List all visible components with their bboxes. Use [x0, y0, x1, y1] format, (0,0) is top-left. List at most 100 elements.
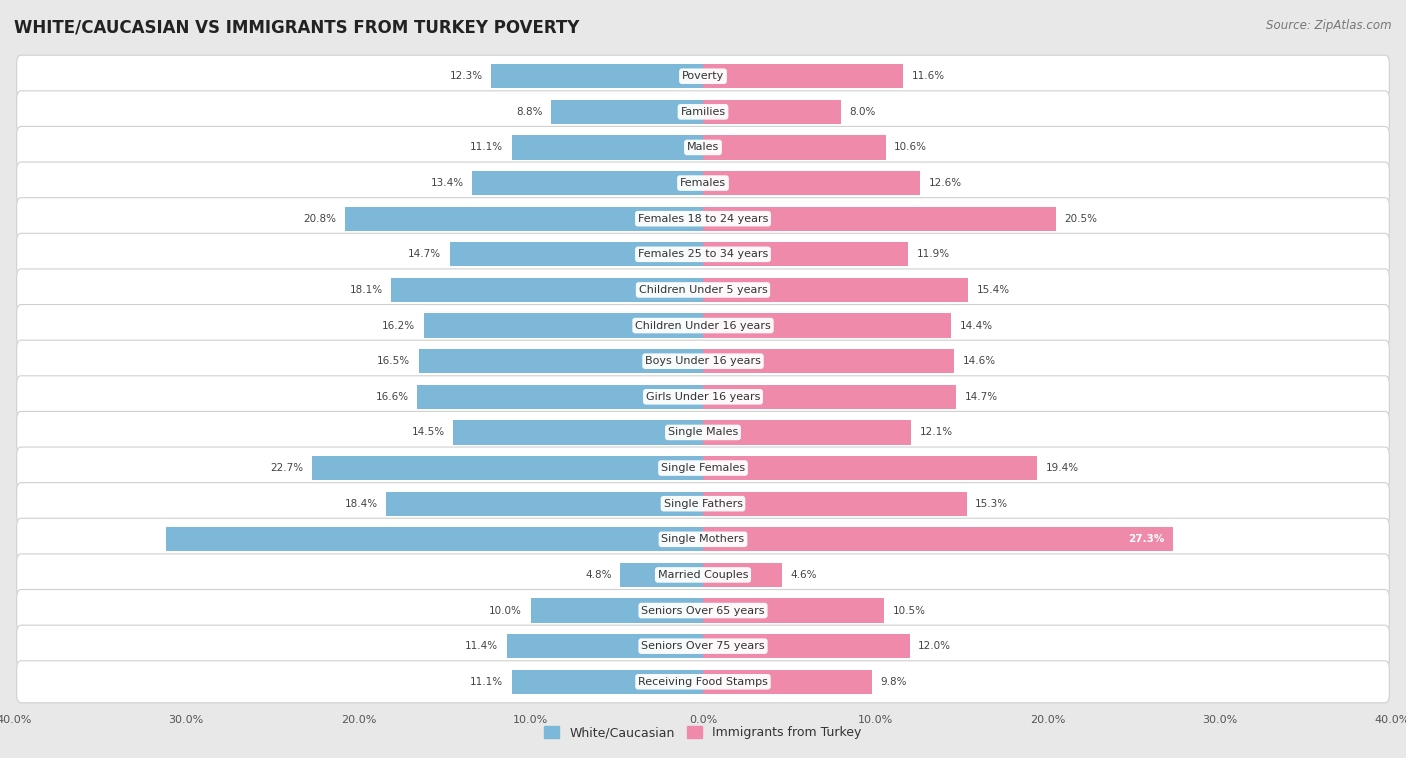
Bar [531, 598, 703, 622]
FancyBboxPatch shape [17, 483, 1389, 525]
Bar [453, 421, 703, 444]
Text: 10.5%: 10.5% [893, 606, 925, 615]
FancyBboxPatch shape [17, 447, 1389, 489]
FancyBboxPatch shape [17, 198, 1389, 240]
Bar [703, 100, 841, 124]
FancyBboxPatch shape [17, 625, 1389, 667]
Bar [703, 314, 950, 337]
FancyBboxPatch shape [17, 554, 1389, 596]
Text: Seniors Over 65 years: Seniors Over 65 years [641, 606, 765, 615]
Text: 14.6%: 14.6% [963, 356, 997, 366]
Text: Females 18 to 24 years: Females 18 to 24 years [638, 214, 768, 224]
Text: Married Couples: Married Couples [658, 570, 748, 580]
Bar [703, 669, 872, 694]
FancyBboxPatch shape [17, 162, 1389, 204]
Bar [703, 492, 966, 515]
Bar [703, 421, 911, 444]
Text: Girls Under 16 years: Girls Under 16 years [645, 392, 761, 402]
FancyBboxPatch shape [17, 233, 1389, 275]
Bar [419, 349, 703, 373]
FancyBboxPatch shape [17, 590, 1389, 631]
Text: 19.4%: 19.4% [1046, 463, 1078, 473]
Text: Children Under 16 years: Children Under 16 years [636, 321, 770, 330]
Bar [703, 278, 969, 302]
Text: 22.7%: 22.7% [270, 463, 304, 473]
Bar [512, 669, 703, 694]
Text: 11.1%: 11.1% [470, 677, 503, 687]
Text: 20.5%: 20.5% [1064, 214, 1098, 224]
Text: Source: ZipAtlas.com: Source: ZipAtlas.com [1267, 19, 1392, 32]
Bar [703, 171, 920, 196]
Text: 11.6%: 11.6% [911, 71, 945, 81]
Bar [418, 385, 703, 409]
Text: 15.4%: 15.4% [977, 285, 1010, 295]
FancyBboxPatch shape [17, 518, 1389, 560]
Text: Single Females: Single Females [661, 463, 745, 473]
Bar [312, 456, 703, 480]
Text: 4.6%: 4.6% [790, 570, 817, 580]
Text: 10.0%: 10.0% [489, 606, 522, 615]
Text: Single Males: Single Males [668, 428, 738, 437]
Text: 11.1%: 11.1% [470, 143, 503, 152]
Text: 11.4%: 11.4% [465, 641, 498, 651]
Bar [703, 207, 1056, 231]
FancyBboxPatch shape [17, 340, 1389, 382]
Text: WHITE/CAUCASIAN VS IMMIGRANTS FROM TURKEY POVERTY: WHITE/CAUCASIAN VS IMMIGRANTS FROM TURKE… [14, 19, 579, 37]
Text: 8.0%: 8.0% [849, 107, 876, 117]
Bar [425, 314, 703, 337]
Text: 12.1%: 12.1% [920, 428, 953, 437]
Bar [703, 527, 1173, 551]
Bar [703, 64, 903, 89]
FancyBboxPatch shape [17, 412, 1389, 453]
Text: 13.4%: 13.4% [430, 178, 464, 188]
Bar [703, 243, 908, 266]
Legend: White/Caucasian, Immigrants from Turkey: White/Caucasian, Immigrants from Turkey [540, 722, 866, 744]
Text: 20.8%: 20.8% [304, 214, 336, 224]
FancyBboxPatch shape [17, 55, 1389, 97]
FancyBboxPatch shape [17, 661, 1389, 703]
Text: Seniors Over 75 years: Seniors Over 75 years [641, 641, 765, 651]
Text: 12.6%: 12.6% [928, 178, 962, 188]
Bar [551, 100, 703, 124]
Text: Children Under 5 years: Children Under 5 years [638, 285, 768, 295]
Text: Families: Families [681, 107, 725, 117]
FancyBboxPatch shape [17, 269, 1389, 311]
Bar [703, 385, 956, 409]
Bar [703, 562, 782, 587]
Text: Females 25 to 34 years: Females 25 to 34 years [638, 249, 768, 259]
Bar [387, 492, 703, 515]
Text: 16.2%: 16.2% [382, 321, 415, 330]
Text: Single Fathers: Single Fathers [664, 499, 742, 509]
Text: 14.7%: 14.7% [965, 392, 998, 402]
Text: Poverty: Poverty [682, 71, 724, 81]
Text: 16.5%: 16.5% [377, 356, 411, 366]
Text: 16.6%: 16.6% [375, 392, 409, 402]
Text: Boys Under 16 years: Boys Under 16 years [645, 356, 761, 366]
Text: 14.7%: 14.7% [408, 249, 441, 259]
Text: 18.1%: 18.1% [350, 285, 382, 295]
Text: Receiving Food Stamps: Receiving Food Stamps [638, 677, 768, 687]
FancyBboxPatch shape [17, 376, 1389, 418]
FancyBboxPatch shape [17, 127, 1389, 168]
Bar [703, 136, 886, 160]
Text: 12.3%: 12.3% [450, 71, 482, 81]
Text: 27.3%: 27.3% [1128, 534, 1164, 544]
Text: Males: Males [688, 143, 718, 152]
Bar [703, 456, 1038, 480]
Bar [166, 527, 703, 551]
Bar [703, 634, 910, 658]
Text: Females: Females [681, 178, 725, 188]
Text: 15.3%: 15.3% [976, 499, 1008, 509]
Text: 31.2%: 31.2% [686, 534, 723, 544]
Text: 11.9%: 11.9% [917, 249, 949, 259]
Text: 18.4%: 18.4% [344, 499, 377, 509]
Text: 14.5%: 14.5% [412, 428, 444, 437]
Bar [472, 171, 703, 196]
Text: 10.6%: 10.6% [894, 143, 927, 152]
Text: 9.8%: 9.8% [880, 677, 907, 687]
Bar [512, 136, 703, 160]
Text: Single Mothers: Single Mothers [661, 534, 745, 544]
Text: 14.4%: 14.4% [960, 321, 993, 330]
Bar [450, 243, 703, 266]
Text: 8.8%: 8.8% [516, 107, 543, 117]
